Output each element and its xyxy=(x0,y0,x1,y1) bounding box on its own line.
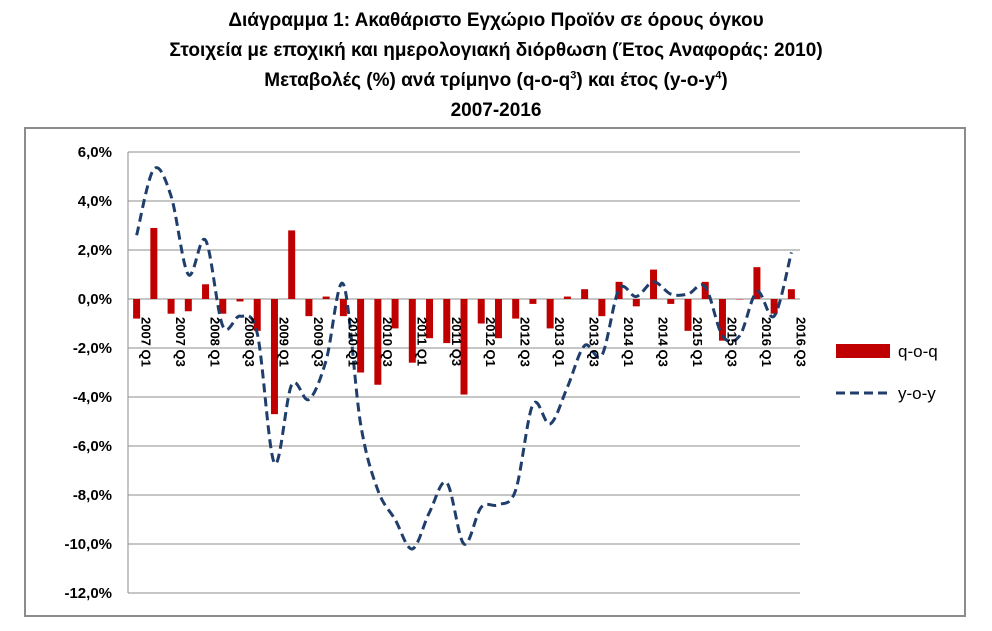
qoq-bar xyxy=(357,299,365,373)
qoq-bar xyxy=(736,299,744,300)
qoq-bar xyxy=(477,299,485,324)
legend-yoy-label: y-o-y xyxy=(898,384,936,403)
qoq-bar xyxy=(133,299,141,319)
qoq-bar xyxy=(202,284,210,299)
x-tick-label: 2009 Q3 xyxy=(311,317,326,367)
qoq-bar xyxy=(494,299,502,339)
x-tick-label: 2010 Q1 xyxy=(345,317,360,367)
y-tick-label: -2,0% xyxy=(73,340,112,357)
qoq-bar xyxy=(770,299,778,314)
legend: q-o-q y-o-y xyxy=(836,342,938,403)
y-tick-label: 2,0% xyxy=(78,242,112,259)
qoq-bar xyxy=(563,296,571,299)
y-tick-label: -4,0% xyxy=(73,389,112,406)
qoq-bar xyxy=(667,299,675,304)
qoq-bar xyxy=(270,299,278,415)
qoq-bar xyxy=(305,299,313,317)
qoq-bar xyxy=(322,296,330,299)
x-tick-label: 2007 Q1 xyxy=(139,317,154,367)
qoq-bar xyxy=(374,299,382,385)
yoy-series-line xyxy=(135,166,793,551)
x-tick-label: 2016 Q3 xyxy=(793,317,808,367)
x-tick-label: 2010 Q3 xyxy=(380,317,395,367)
chart-title-line-2: Στοιχεία με εποχική και ημερολογιακή διό… xyxy=(169,40,823,61)
title-line-3-pre: Μεταβολές (%) ανά τρίμηνο (q-o-q xyxy=(264,70,571,91)
qoq-bar xyxy=(167,299,175,314)
qoq-bar xyxy=(219,299,227,314)
legend-qoq-swatch xyxy=(836,344,890,358)
x-tick-label: 2008 Q1 xyxy=(208,317,223,367)
x-tick-label: 2013 Q3 xyxy=(587,317,602,367)
qoq-bars xyxy=(133,227,795,415)
qoq-bar xyxy=(701,281,709,299)
qoq-bar xyxy=(718,299,726,341)
qoq-bar xyxy=(787,289,795,299)
qoq-bar xyxy=(408,299,416,363)
y-tick-label: -6,0% xyxy=(73,438,112,455)
qoq-bar xyxy=(253,299,261,331)
x-tick-label: 2016 Q1 xyxy=(759,317,774,367)
x-tick-label: 2011 Q3 xyxy=(449,317,464,366)
qoq-bar xyxy=(529,299,537,304)
y-tick-label: 4,0% xyxy=(78,193,112,210)
qoq-bar xyxy=(753,267,761,299)
legend-qoq-label: q-o-q xyxy=(898,342,938,361)
chart-title-line-3: Μεταβολές (%) ανά τρίμηνο (q-o-q3) και έ… xyxy=(0,66,992,96)
y-tick-label: -12,0% xyxy=(64,585,112,602)
x-axis-ticks: 2007 Q1 2007 Q3 2008 Q1 2008 Q3 2009 Q1 2009 … xyxy=(139,317,809,367)
qoq-bar xyxy=(339,299,347,317)
x-tick-label: 2009 Q1 xyxy=(276,317,291,367)
chart-title-line-4: 2007-2016 xyxy=(450,100,542,121)
chart-frame xyxy=(24,127,966,617)
y-axis-ticks: 6,0% 4,0% 2,0% 0,0% -2,0% -4,0% -6,0% -8,0% -10,… xyxy=(64,144,112,602)
qoq-bar xyxy=(426,299,434,339)
y-tick-label: 0,0% xyxy=(78,291,112,308)
yoy-line xyxy=(135,166,793,551)
qoq-bar xyxy=(632,299,640,307)
footnote-ref-4: 4 xyxy=(715,69,722,82)
qoq-bar xyxy=(184,299,192,312)
x-tick-label: 2014 Q3 xyxy=(656,317,671,367)
x-tick-label: 2007 Q3 xyxy=(173,317,188,367)
qoq-bar xyxy=(546,299,554,329)
qoq-bar xyxy=(650,269,658,299)
qoq-bar xyxy=(150,227,158,299)
y-tick-label: -8,0% xyxy=(73,487,112,504)
x-tick-label: 2015 Q3 xyxy=(724,317,739,367)
qoq-bar xyxy=(512,299,520,319)
title-line-3-post: ) xyxy=(721,70,728,91)
x-tick-label: 2014 Q1 xyxy=(621,317,636,367)
x-tick-label: 2015 Q1 xyxy=(690,317,705,367)
qoq-bar xyxy=(288,230,296,299)
chart-title-line-1: Διάγραμμα 1: Ακαθάριστο Εγχώριο Προϊόν σ… xyxy=(228,10,764,31)
y-tick-label: -10,0% xyxy=(64,536,112,553)
x-tick-label: 2008 Q3 xyxy=(242,317,257,367)
x-tick-label: 2013 Q1 xyxy=(552,317,567,367)
x-tick-label: 2011 Q1 xyxy=(414,317,429,366)
qoq-bar xyxy=(236,299,244,302)
footnote-ref-3: 3 xyxy=(570,69,577,82)
y-tick-label: 6,0% xyxy=(78,144,112,161)
x-tick-label: 2012 Q1 xyxy=(483,317,498,367)
x-tick-label: 2012 Q3 xyxy=(518,317,533,367)
chart-title-block: Διάγραμμα 1: Ακαθάριστο Εγχώριο Προϊόν σ… xyxy=(0,6,992,126)
qoq-bar xyxy=(598,299,606,317)
qoq-bar xyxy=(443,299,451,344)
qoq-bar xyxy=(391,299,399,329)
qoq-bar xyxy=(460,299,468,395)
qoq-bar xyxy=(581,289,589,299)
qoq-bar xyxy=(684,299,692,331)
title-line-3-mid: ) και έτος (y-o-y xyxy=(576,70,716,91)
